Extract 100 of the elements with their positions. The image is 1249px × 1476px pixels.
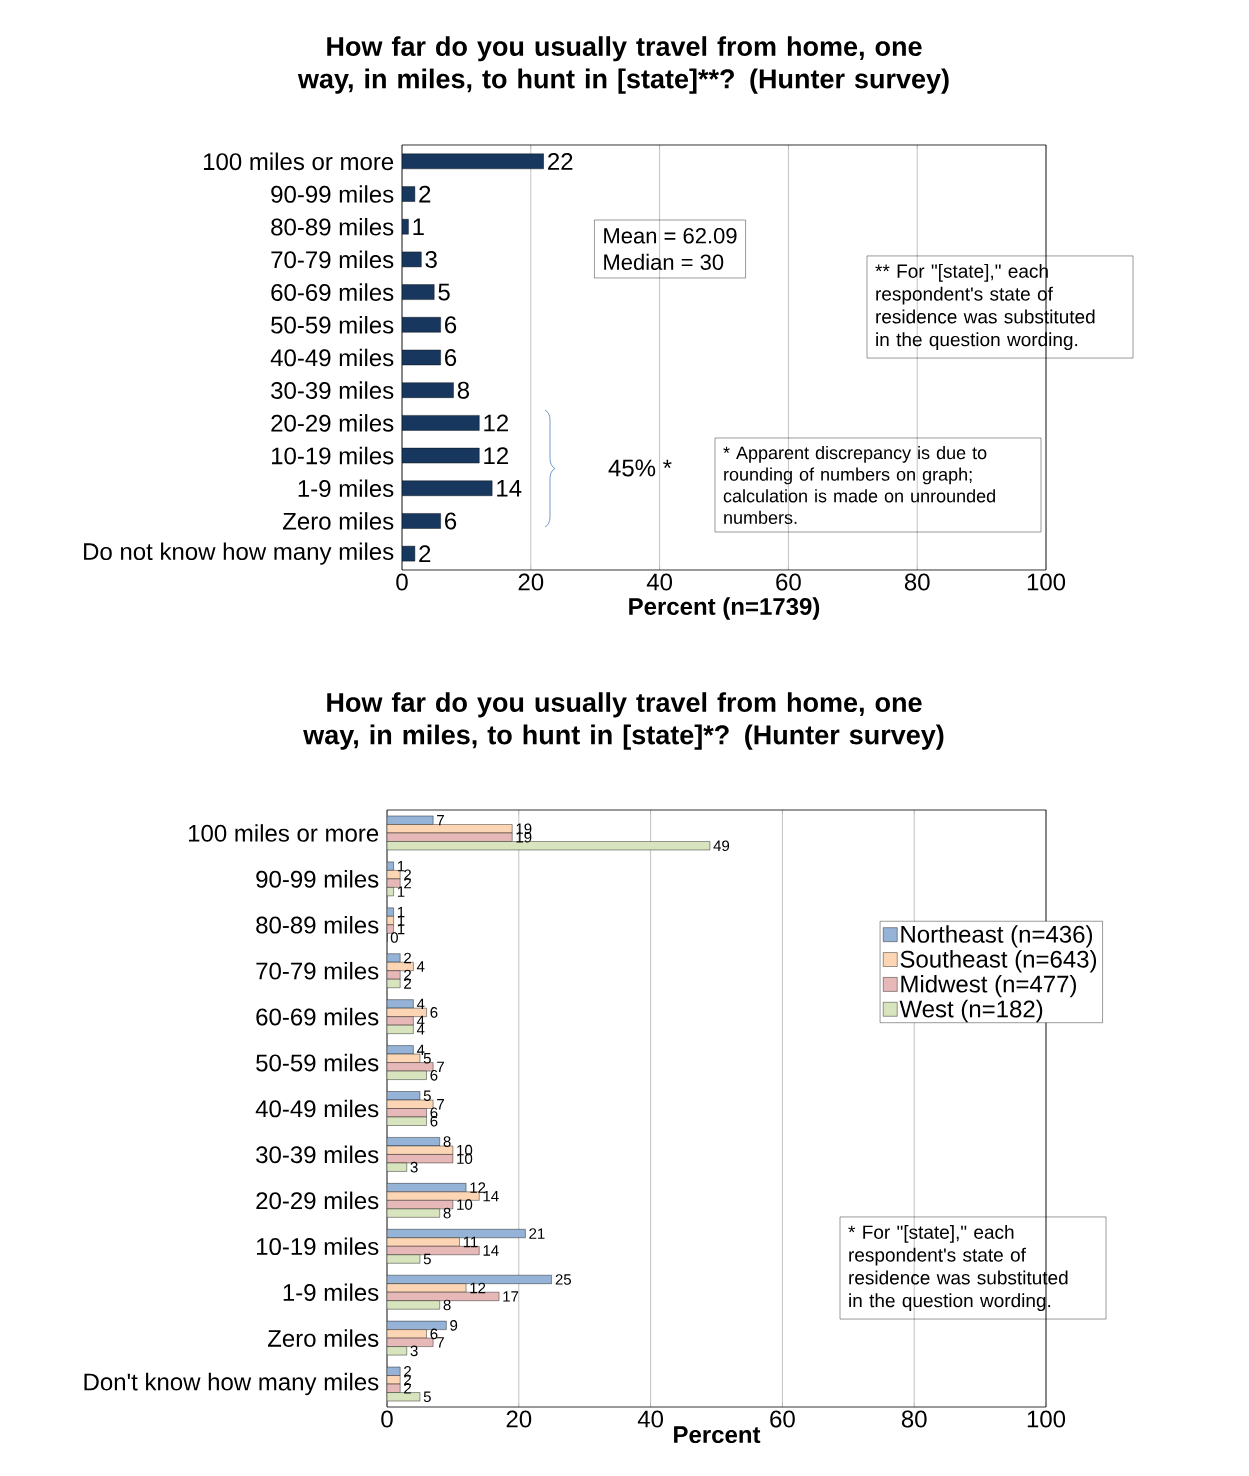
legend-label: Midwest (n=477) [901,974,1076,998]
bar [402,415,480,431]
data-label: 4 [416,961,425,972]
data-label: 5 [438,283,450,301]
data-label: 14 [483,1245,499,1256]
data-label: 3 [410,1161,418,1173]
x-tick-label: 60 [776,573,801,591]
x-tick-label: 0 [381,1410,393,1428]
x-tick-label: 100 [1027,1410,1066,1428]
data-label: 6 [430,1070,438,1081]
data-label: 1 [413,218,424,235]
data-label: 10 [457,1199,473,1210]
data-label: 25 [555,1274,572,1285]
y-tick-label: 100 miles or more [188,824,379,842]
bar [402,480,493,496]
data-label: 6 [430,1328,438,1340]
data-label: 17 [503,1291,519,1302]
data-label: 6 [430,1007,438,1018]
data-label: 2 [404,952,411,964]
data-label: 6 [445,316,457,334]
data-label: 2 [404,869,411,880]
x-tick-label: 40 [637,1410,664,1428]
y-tick-label: 30-39 miles [256,1145,379,1164]
y-tick-label: 60-69 miles [271,283,394,301]
y-tick-label: 1-9 miles [283,1283,379,1302]
y-tick-label: 20-29 miles [271,414,394,432]
data-label: 6 [445,348,457,366]
data-label: 21 [529,1228,545,1239]
data-label: 8 [443,1299,451,1311]
y-tick-label: 20-29 miles [256,1191,379,1210]
data-label: 8 [443,1136,451,1147]
x-axis-title: Percent (n=1739) [629,597,820,620]
legend-label: West (n=182) [899,999,1043,1023]
bar [387,1300,440,1310]
annotation: Median = 30 [604,253,724,270]
data-label: 49 [713,840,730,852]
data-label: 2 [404,877,411,889]
y-tick-label: Zero miles [267,1329,379,1347]
y-tick-label: Zero miles [282,512,394,530]
data-label: 1 [397,923,405,935]
data-label: 5 [423,1090,431,1101]
data-label: 7 [437,1337,444,1348]
bar [387,1283,467,1293]
annotation: * For "[state]," each respondent's state of residence was substituted in the question wording. [848,1224,1068,1312]
y-tick-label: 90-99 miles [256,870,379,888]
x-tick-label: 0 [396,573,408,591]
bar [402,153,544,170]
x-tick-label: 20 [506,1410,532,1428]
data-label: 8 [443,1207,451,1219]
y-tick-label: 40-49 miles [270,348,394,367]
data-label: 4 [416,998,425,1010]
y-tick-label: Don't know how many miles [84,1372,379,1396]
data-label: 14 [483,1190,499,1202]
data-label: 2 [419,185,431,203]
x-tick-label: 60 [770,1410,795,1428]
data-label: 7 [437,815,444,826]
data-label: 1 [397,886,405,897]
data-label: 12 [484,414,508,432]
y-tick-label: 80-89 miles [271,217,394,236]
chart-title: How far do you usually travel from home, one way, in miles, to hunt in [state]**? (Hunter survey) [297,36,949,94]
y-tick-label: 100 miles or more [203,152,394,171]
y-tick-label: 10-19 miles [272,446,394,465]
bar [402,284,435,300]
annotation: 45% * [608,459,672,477]
bar [402,382,454,398]
data-label: 12 [484,447,508,464]
data-label: 7 [437,1099,444,1110]
legend-label: Southeast (n=643) [900,950,1097,973]
data-label: 14 [497,480,522,497]
x-tick-label: 100 [1027,573,1066,591]
y-tick-label: 50-59 miles [256,1053,379,1072]
x-axis-title: Percent [674,1426,761,1444]
x-tick-label: 20 [518,573,544,591]
data-label: 5 [423,1053,431,1064]
data-label: 6 [445,512,457,530]
data-label: 22 [548,152,573,170]
data-label: 11 [463,1236,478,1248]
annotation: * Apparent discrepancy is due to rounding of numbers on graph; calculation is made on unrounded numbers. [723,445,995,524]
y-tick-label: 40-49 miles [255,1099,379,1118]
y-tick-label: 10-19 miles [257,1237,379,1256]
data-label: 8 [457,381,470,399]
y-tick-label: 80-89 miles [256,916,379,934]
data-label: 1 [397,860,405,872]
data-label: 12 [470,1282,486,1294]
data-label: 2 [419,545,431,563]
y-tick-label: 60-69 miles [256,1007,379,1026]
data-label: 4 [416,1044,425,1055]
annotation: ** For "[state]," each respondent's state of residence was substituted in the question wording. [875,263,1095,351]
y-tick-label: 70-79 miles [271,250,394,269]
data-label: 3 [425,250,437,268]
data-label: 7 [437,1061,444,1072]
data-label: 9 [450,1320,458,1331]
y-tick-label: 1-9 miles [298,479,394,498]
chart-title: How far do you usually travel from home, one way, in miles, to hunt in [state]*? (Hunter survey) [303,692,944,750]
y-tick-label: 90-99 miles [271,185,394,203]
bar [387,1237,460,1247]
x-tick-label: 80 [904,573,930,591]
data-label: 5 [423,1253,431,1265]
y-tick-label: Do not know how many miles [84,542,394,565]
data-label: 0 [390,932,398,943]
